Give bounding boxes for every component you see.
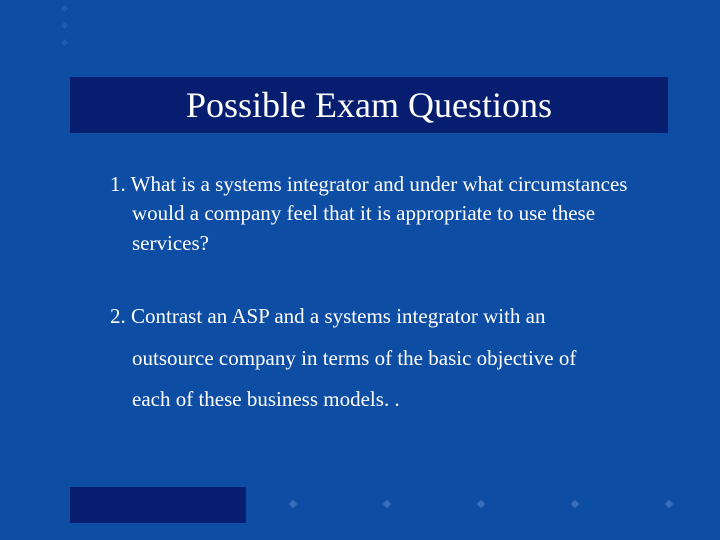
diamond-icon	[571, 500, 579, 508]
question-text: What is a systems integrator and under w…	[131, 172, 628, 255]
slide-body: 1. What is a systems integrator and unde…	[110, 170, 650, 458]
question-number: 2.	[110, 304, 126, 328]
question-text-line: outsource company in terms of the basic …	[110, 344, 650, 373]
decorative-bottom-bar	[70, 487, 246, 523]
diamond-icon	[665, 500, 673, 508]
slide-title: Possible Exam Questions	[186, 84, 552, 126]
diamond-icon	[289, 500, 297, 508]
diamond-icon	[61, 39, 68, 46]
question-1: 1. What is a systems integrator and unde…	[110, 170, 650, 258]
question-2: 2. Contrast an ASP and a systems integra…	[110, 302, 650, 414]
decorative-diamonds-bottom	[290, 501, 672, 507]
decorative-diamonds-left	[62, 6, 67, 57]
question-number: 1.	[110, 172, 126, 196]
diamond-icon	[61, 5, 68, 12]
question-text-line: each of these business models. .	[110, 385, 650, 414]
title-bar: Possible Exam Questions	[70, 77, 668, 133]
diamond-icon	[383, 500, 391, 508]
question-text-line: Contrast an ASP and a systems integrator…	[131, 304, 546, 328]
diamond-icon	[477, 500, 485, 508]
diamond-icon	[61, 22, 68, 29]
